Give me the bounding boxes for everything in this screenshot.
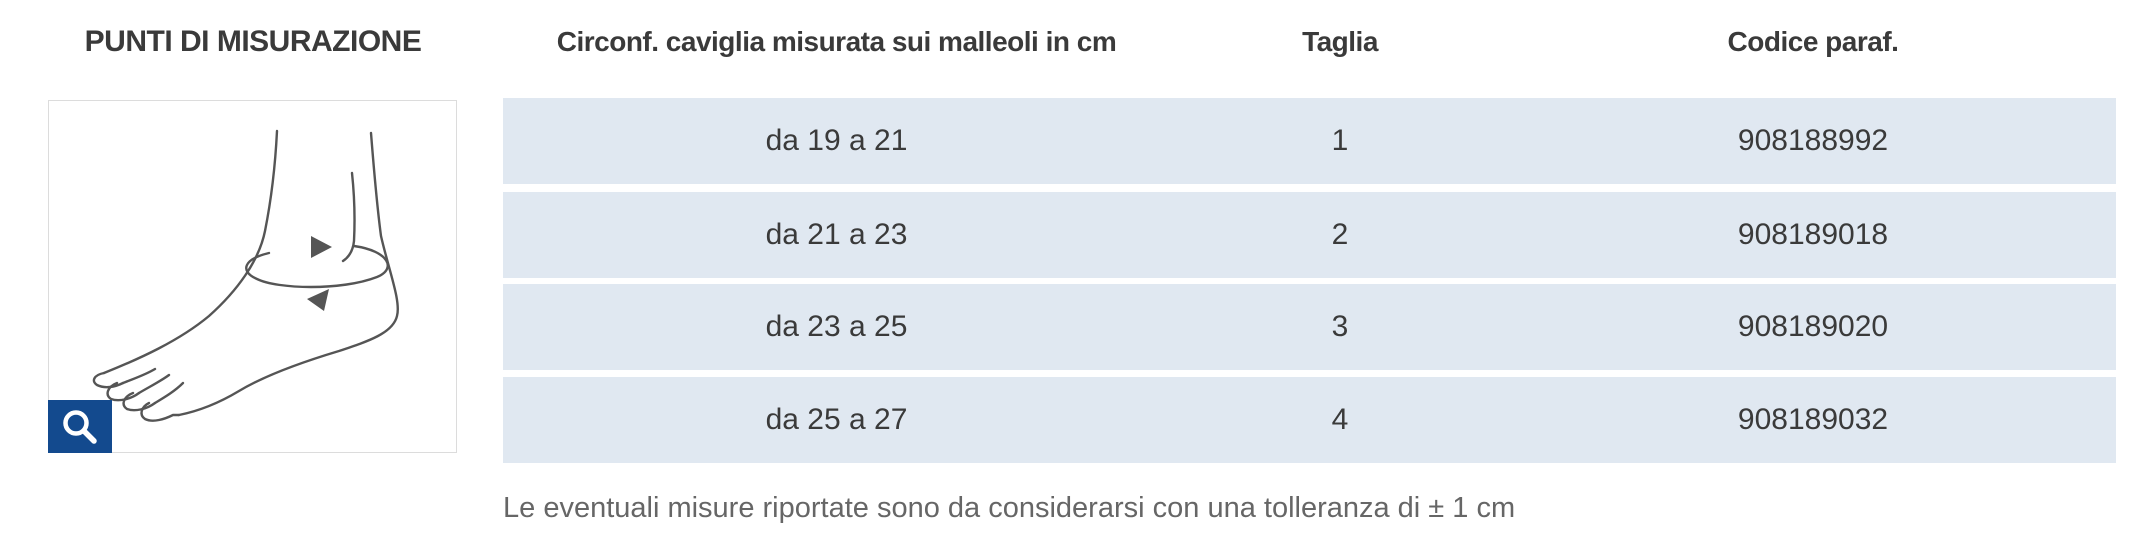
table-row: da 25 a 27 4 908189032 (503, 377, 2116, 463)
header-size: Taglia (1302, 26, 1378, 57)
measurement-points-title: PUNTI DI MISURAZIONE (84, 25, 422, 58)
cell-code: 908189032 (1737, 403, 1889, 436)
table-row: da 19 a 21 1 908188992 (503, 98, 2116, 184)
cell-code: 908189018 (1737, 218, 1889, 251)
tolerance-note: Le eventuali misure riportate sono da co… (503, 492, 1516, 524)
cell-circumference: da 25 a 27 (765, 403, 908, 436)
cell-code: 908188992 (1737, 124, 1889, 157)
table-row: da 21 a 23 2 908189018 (503, 192, 2116, 278)
cell-circumference: da 23 a 25 (765, 310, 908, 343)
cell-code: 908189020 (1737, 310, 1889, 343)
foot-ankle-icon (92, 129, 399, 422)
header-code: Codice paraf. (1727, 26, 1899, 57)
cell-circumference: da 21 a 23 (765, 218, 908, 251)
cell-circumference: da 19 a 21 (765, 124, 908, 157)
search-icon (63, 409, 97, 444)
zoom-button[interactable] (48, 400, 112, 453)
cell-size: 4 (1331, 403, 1349, 436)
cell-size: 1 (1331, 124, 1349, 157)
foot-measurement-image[interactable] (48, 100, 457, 453)
cell-size: 2 (1331, 218, 1349, 251)
table-row: da 23 a 25 3 908189020 (503, 284, 2116, 370)
header-ankle-circumference: Circonf. caviglia misurata sui malleoli … (556, 26, 1117, 57)
cell-size: 3 (1331, 310, 1349, 343)
